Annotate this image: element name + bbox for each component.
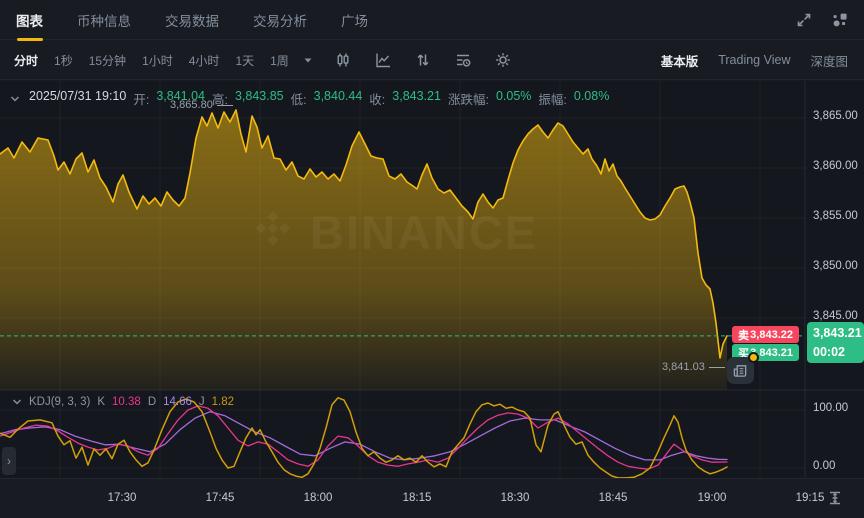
indicator-settings-icon[interactable] xyxy=(455,52,471,68)
low-price-note: 3,841.03 xyxy=(662,361,725,373)
low-price-label: 3,841.03 xyxy=(662,361,705,373)
ohlc-row: 2025/07/31 19:10 开: 3,841.04 高: 3,843.85 低: 3,… xyxy=(29,89,609,108)
expand-icon[interactable] xyxy=(796,12,812,28)
ohlc-seg-0: 2025/07/31 19:10 xyxy=(29,89,127,103)
kdj-k-value: 10.38 xyxy=(112,396,141,408)
kdj-j-value: 1.82 xyxy=(211,396,235,408)
y-tick-6: 0.00 xyxy=(813,460,836,472)
toolbar-icons xyxy=(335,52,511,68)
kdj-j-label: J xyxy=(198,396,205,408)
kdj-d-value: 14.66 xyxy=(163,396,192,408)
ohlc-seg-8: 3,843.21 xyxy=(392,89,441,103)
time-axis[interactable]: 17:30 17:45 18:00 18:15 18:30 18:45 19:00 19:15 xyxy=(0,478,864,518)
mode-1[interactable]: Trading View xyxy=(718,53,791,67)
price-axis[interactable]: 3,865.00 3,860.00 3,855.00 3,850.00 3,845.00… xyxy=(805,81,864,478)
collapse-caret-icon[interactable] xyxy=(10,94,20,104)
y-tick-0: 3,865.00 xyxy=(813,110,858,122)
y-tick-4: 3,845.00 xyxy=(813,310,858,322)
interval-0[interactable]: 分时 xyxy=(14,53,39,68)
expand-panel-button[interactable]: › xyxy=(2,447,16,475)
news-button[interactable] xyxy=(727,352,759,384)
current-price-tag: 3,843.21 00:02 xyxy=(807,322,864,363)
kdj-d-label: D xyxy=(147,396,157,408)
time-tick-7: 19:15 xyxy=(795,492,825,504)
candle-countdown: 00:02 xyxy=(813,345,845,359)
interval-2[interactable]: 15分钟 xyxy=(88,53,127,68)
sell-label: 卖 xyxy=(738,329,749,342)
ohlc-seg-10: 0.05% xyxy=(495,89,532,103)
high-price-note: 3,865.80 xyxy=(170,99,233,111)
chart-toolbar: 分时 1秒 15分钟 1小时 4小时 1天 1周 xyxy=(0,41,864,80)
interval-3[interactable]: 1小时 xyxy=(142,53,173,68)
kdj-title: KDJ(9, 3, 3) xyxy=(29,396,91,408)
sell-price-badge[interactable]: 卖 3,843.22 xyxy=(732,326,799,343)
kdj-k-label: K xyxy=(97,396,106,408)
ohlc-legend: 2025/07/31 19:10 开: 3,841.04 高: 3,843.85 低: 3,… xyxy=(10,89,609,108)
nav-tab-4[interactable]: 广场 xyxy=(341,13,368,29)
nav-tab-1[interactable]: 币种信息 xyxy=(77,13,131,29)
high-price-dash xyxy=(216,104,233,106)
kdj-legend: KDJ(9, 3, 3) K 10.38 D 14.66 J 1.82 xyxy=(12,396,234,408)
mode-2[interactable]: 深度图 xyxy=(810,54,848,69)
compare-icon[interactable] xyxy=(415,52,431,68)
gear-icon[interactable] xyxy=(495,52,511,68)
nav-tab-0[interactable]: 图表 xyxy=(16,10,43,30)
ohlc-seg-11: 振幅: xyxy=(538,93,567,107)
time-tick-5: 18:45 xyxy=(598,492,628,504)
ohlc-seg-9: 涨跌幅: xyxy=(447,93,489,107)
ohlc-seg-3: 高: xyxy=(211,93,228,107)
top-nav: 图表 币种信息 交易数据 交易分析 广场 xyxy=(0,0,864,40)
time-tick-4: 18:30 xyxy=(500,492,530,504)
y-tick-3: 3,850.00 xyxy=(813,260,858,272)
nav-tabs: 图表 币种信息 交易数据 交易分析 广场 xyxy=(16,10,368,30)
sell-price: 3,843.22 xyxy=(750,328,793,341)
ohlc-seg-4: 3,843.85 xyxy=(234,89,284,103)
ohlc-seg-5: 低: xyxy=(290,93,307,107)
mode-list: 基本版 Trading View 深度图 xyxy=(661,51,850,70)
interval-6[interactable]: 1周 xyxy=(270,53,289,68)
nav-icons xyxy=(796,12,848,28)
price-and-kdj-chart[interactable] xyxy=(0,81,864,478)
ohlc-seg-7: 收: xyxy=(369,93,386,107)
ohlc-seg-6: 3,840.44 xyxy=(313,89,363,103)
y-tick-2: 3,855.00 xyxy=(813,210,858,222)
y-tick-5: 100.00 xyxy=(813,402,849,414)
buy-label: 买 xyxy=(738,347,749,360)
widgets-icon[interactable] xyxy=(832,12,848,28)
time-tick-3: 18:15 xyxy=(402,492,432,504)
kdj-collapse-caret-icon[interactable] xyxy=(12,397,22,407)
axis-scale-icon[interactable] xyxy=(826,489,844,507)
low-price-dash xyxy=(708,366,725,368)
time-tick-1: 17:45 xyxy=(205,492,235,504)
time-tick-6: 19:00 xyxy=(697,492,727,504)
nav-tab-3[interactable]: 交易分析 xyxy=(253,13,307,29)
candlestick-icon[interactable] xyxy=(335,52,351,68)
y-tick-1: 3,860.00 xyxy=(813,160,858,172)
high-price-label: 3,865.80 xyxy=(170,99,213,111)
interval-5[interactable]: 1天 xyxy=(235,53,255,68)
interval-4[interactable]: 4小时 xyxy=(188,53,220,68)
line-chart-icon[interactable] xyxy=(375,52,391,68)
ohlc-seg-12: 0.08% xyxy=(573,89,610,103)
interval-1[interactable]: 1秒 xyxy=(54,53,73,68)
interval-list: 分时 1秒 15分钟 1小时 4小时 1天 1周 xyxy=(14,52,289,69)
mode-0[interactable]: 基本版 xyxy=(660,54,699,69)
ohlc-seg-2: 3,841.04 xyxy=(156,89,205,103)
time-tick-0: 17:30 xyxy=(107,492,137,504)
time-tick-2: 18:00 xyxy=(303,492,333,504)
ohlc-seg-1: 开: xyxy=(133,93,150,107)
nav-tab-2[interactable]: 交易数据 xyxy=(165,13,219,29)
current-price-value: 3,843.21 xyxy=(813,326,862,340)
buy-price: 3,843.21 xyxy=(750,346,793,359)
more-intervals-caret-icon[interactable] xyxy=(303,55,313,65)
notification-dot xyxy=(748,352,759,363)
news-icon xyxy=(733,365,747,377)
